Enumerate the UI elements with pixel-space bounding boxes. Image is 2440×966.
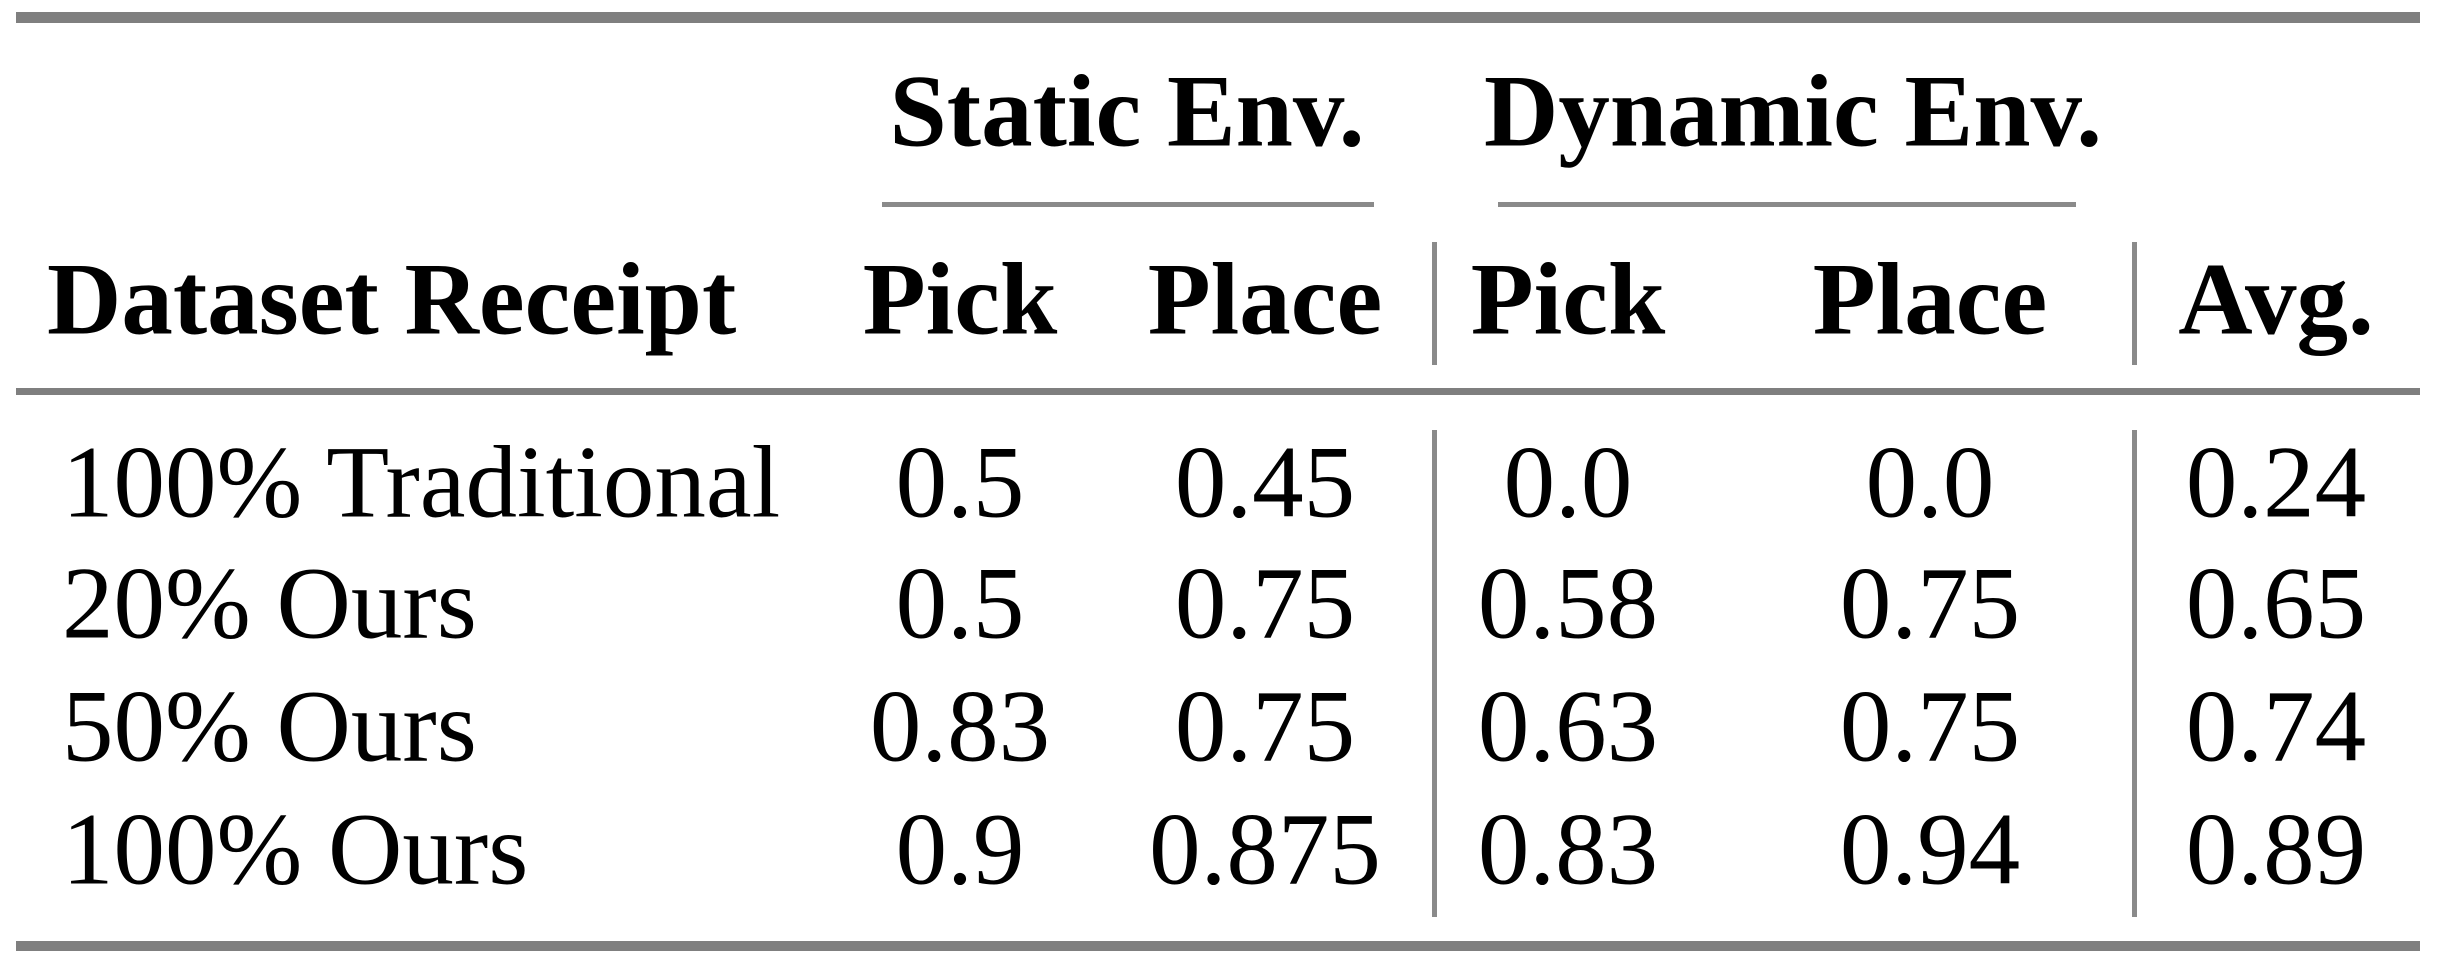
column-header-avg: Avg. — [2178, 242, 2374, 357]
static-env-underline — [882, 202, 1374, 207]
cell-avg: 0.74 — [2185, 669, 2367, 784]
column-header-static-pick: Pick — [862, 242, 1058, 357]
body-separator-dynamic-avg — [2132, 430, 2137, 917]
cell-static-place: 0.75 — [1174, 546, 1356, 661]
cell-avg: 0.89 — [2185, 792, 2367, 907]
cell-dynamic-pick: 0.63 — [1477, 669, 1659, 784]
cell-avg: 0.24 — [2185, 425, 2367, 540]
cell-static-pick: 0.5 — [895, 425, 1025, 540]
cell-dynamic-place: 0.75 — [1839, 546, 2021, 661]
cell-static-place: 0.875 — [1149, 792, 1381, 907]
cell-static-place: 0.75 — [1174, 669, 1356, 784]
row-label: 100% Traditional — [62, 425, 781, 540]
column-header-static-place: Place — [1147, 242, 1383, 357]
row-label: 50% Ours — [62, 669, 477, 784]
group-header-dynamic-env: Dynamic Env. — [1483, 54, 2103, 169]
cell-dynamic-pick: 0.58 — [1477, 546, 1659, 661]
cell-static-pick: 0.5 — [895, 546, 1025, 661]
body-separator-static-dynamic — [1432, 430, 1437, 917]
group-header-static-env: Static Env. — [889, 54, 1365, 169]
row-label: 20% Ours — [62, 546, 477, 661]
header-separator-static-dynamic — [1432, 242, 1437, 365]
table-header-rule — [16, 388, 2420, 395]
cell-dynamic-place: 0.0 — [1865, 425, 1995, 540]
column-header-dataset-receipt: Dataset Receipt — [47, 242, 737, 357]
cell-avg: 0.65 — [2185, 546, 2367, 661]
row-label: 100% Ours — [62, 792, 529, 907]
table-bottom-rule — [16, 941, 2420, 951]
column-header-dynamic-place: Place — [1812, 242, 2048, 357]
dynamic-env-underline — [1498, 202, 2076, 207]
cell-static-pick: 0.83 — [869, 669, 1051, 784]
cell-dynamic-place: 0.94 — [1839, 792, 2021, 907]
cell-dynamic-pick: 0.83 — [1477, 792, 1659, 907]
header-separator-dynamic-avg — [2132, 242, 2137, 365]
cell-dynamic-pick: 0.0 — [1503, 425, 1633, 540]
cell-dynamic-place: 0.75 — [1839, 669, 2021, 784]
column-header-dynamic-pick: Pick — [1470, 242, 1666, 357]
table-top-rule — [16, 12, 2420, 23]
cell-static-pick: 0.9 — [895, 792, 1025, 907]
cell-static-place: 0.45 — [1174, 425, 1356, 540]
